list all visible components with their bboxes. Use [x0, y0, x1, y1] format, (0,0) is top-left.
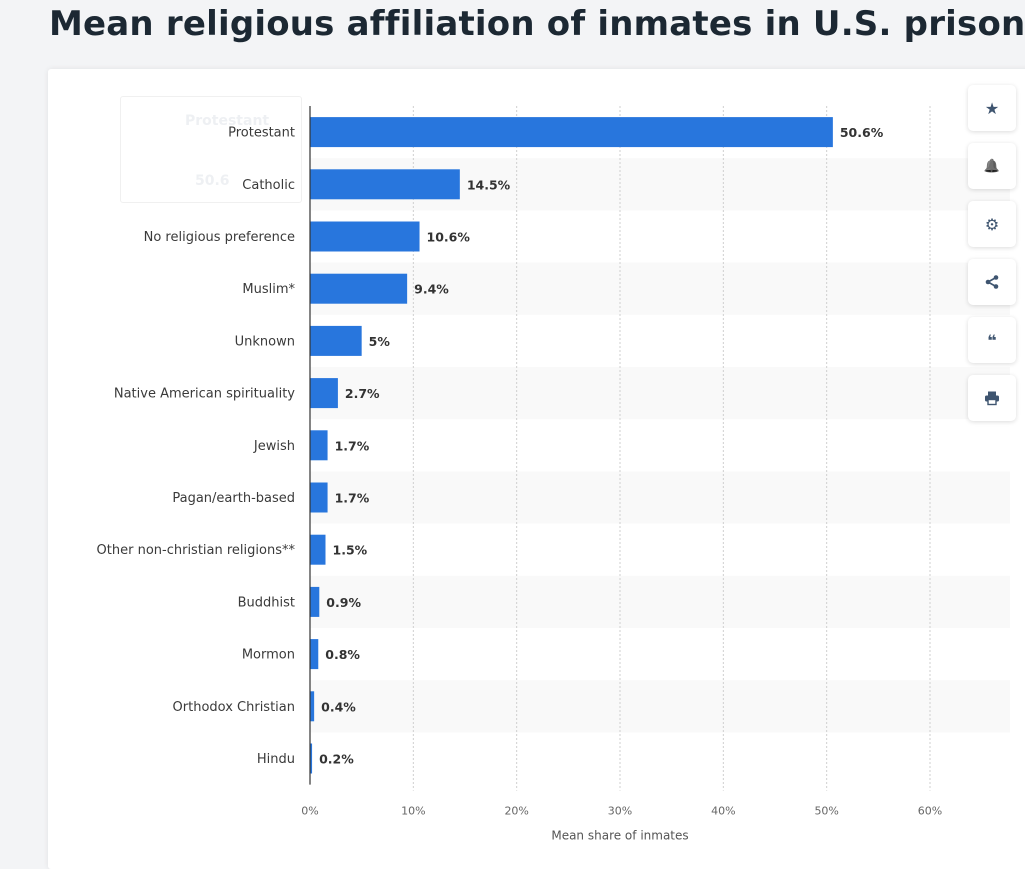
category-label: Orthodox Christian [173, 700, 295, 715]
x-tick-label: 20% [504, 805, 528, 818]
category-label: Catholic [242, 178, 295, 193]
category-label: Pagan/earth-based [172, 491, 295, 506]
data-label: 5% [369, 334, 391, 349]
data-label: 0.9% [326, 595, 361, 610]
share-icon [985, 275, 999, 289]
bar[interactable] [310, 534, 326, 565]
x-axis-title: Mean share of inmates [551, 829, 688, 843]
bar[interactable] [310, 117, 833, 148]
x-tick-label: 50% [814, 805, 838, 818]
print-button[interactable] [968, 375, 1016, 421]
data-label: 1.7% [335, 438, 370, 453]
row-band [310, 262, 1010, 315]
print-icon [985, 391, 999, 406]
settings-button[interactable]: ⚙ [968, 201, 1016, 247]
ghost-tooltip: Protestant 50.6 [120, 96, 302, 203]
category-label: Hindu [257, 752, 295, 767]
gear-icon: ⚙ [984, 214, 1000, 234]
bar[interactable] [310, 639, 319, 670]
favorite-button[interactable]: ★ [968, 85, 1016, 131]
row-band [310, 367, 1010, 420]
bar[interactable] [310, 325, 362, 356]
data-label: 50.6% [840, 125, 884, 140]
category-label: Mormon [242, 648, 295, 663]
bar[interactable] [310, 430, 328, 461]
category-label: Native American spirituality [114, 387, 295, 402]
quote-icon: ❝ [987, 330, 997, 350]
data-label: 9.4% [414, 282, 449, 297]
row-band [310, 680, 1010, 733]
bar[interactable] [310, 482, 328, 513]
cite-button[interactable]: ❝ [968, 317, 1016, 363]
row-band [310, 471, 1010, 524]
share-button[interactable] [968, 259, 1016, 305]
category-label: Other non-christian religions** [97, 543, 296, 558]
data-label: 1.7% [335, 491, 370, 506]
row-band [310, 575, 1010, 628]
x-tick-label: 60% [918, 805, 942, 818]
bell-icon: 🔔 [983, 158, 1001, 174]
bar[interactable] [310, 273, 408, 304]
bar[interactable] [310, 743, 313, 774]
bar[interactable] [310, 691, 315, 722]
data-label: 0.2% [319, 752, 354, 767]
data-label: 1.5% [333, 543, 368, 558]
x-tick-label: 30% [608, 805, 632, 818]
data-label: 14.5% [467, 177, 511, 192]
bar[interactable] [310, 378, 338, 409]
data-label: 0.4% [321, 699, 356, 714]
x-tick-label: 10% [401, 805, 425, 818]
x-tick-label: 0% [301, 805, 318, 818]
category-label: No religious preference [144, 230, 295, 245]
category-label: Muslim* [242, 282, 295, 297]
data-label: 0.8% [325, 647, 360, 662]
chart-toolbar: ★ 🔔 ⚙ ❝ [968, 85, 1018, 433]
page-title: Mean religious affiliation of inmates in… [49, 4, 1025, 44]
ghost-tooltip-value: 50.6 [195, 173, 230, 189]
category-label: Protestant [228, 126, 295, 141]
data-label: 2.7% [345, 386, 380, 401]
bar[interactable] [310, 586, 320, 617]
category-label: Unknown [235, 334, 295, 349]
bar[interactable] [310, 221, 420, 252]
ghost-tooltip-category: Protestant [185, 113, 270, 129]
category-label: Buddhist [238, 595, 295, 610]
star-icon: ★ [984, 98, 1000, 118]
notification-button[interactable]: 🔔 [968, 143, 1016, 189]
bar[interactable] [310, 169, 460, 200]
category-label: Jewish [253, 439, 295, 454]
data-label: 10.6% [427, 230, 471, 245]
x-tick-label: 40% [711, 805, 735, 818]
